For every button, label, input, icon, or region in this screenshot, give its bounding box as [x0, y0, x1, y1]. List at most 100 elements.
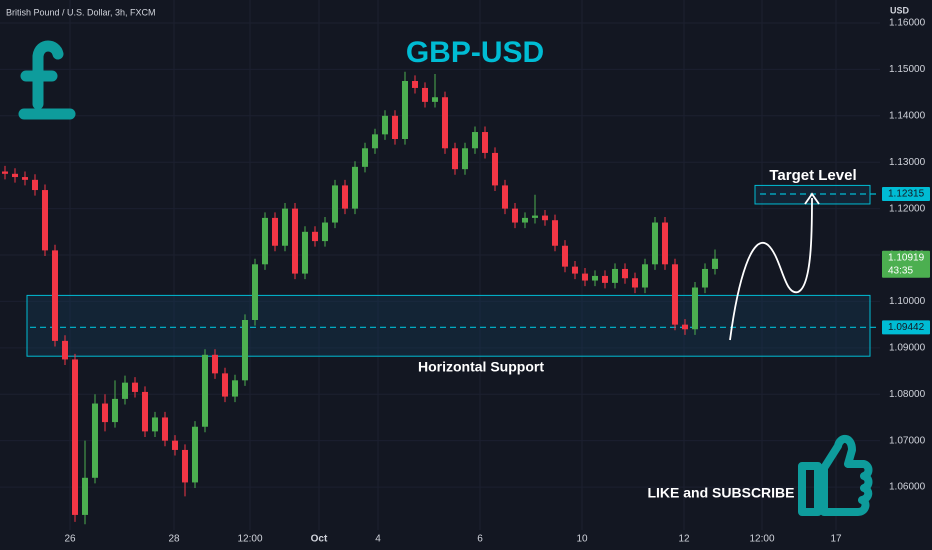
candle-body — [702, 268, 708, 288]
candle-body — [272, 217, 278, 246]
support-label: Horizontal Support — [418, 359, 544, 375]
candle-body — [62, 340, 68, 360]
candle-body — [282, 208, 288, 246]
candle-body — [662, 222, 668, 265]
candle-body — [372, 134, 378, 149]
x-tick-label: 26 — [64, 534, 76, 545]
candle-body — [652, 222, 658, 265]
candle-body — [692, 287, 698, 330]
x-tick-label: 12:00 — [237, 534, 262, 545]
candle-body — [522, 217, 528, 223]
candle-body — [242, 319, 248, 381]
candle-body — [302, 231, 308, 274]
x-tick-label: 10 — [576, 534, 588, 545]
candle-body — [572, 266, 578, 274]
y-tick-label: 1.08000 — [889, 389, 926, 400]
candle-body — [232, 380, 238, 397]
candle-body — [402, 80, 408, 139]
y-tick-label: 1.13000 — [889, 157, 926, 168]
support-level-tag — [882, 320, 930, 335]
candle-body — [412, 80, 418, 88]
candle-body — [482, 132, 488, 153]
candle-body — [312, 231, 318, 242]
candle-body — [672, 264, 678, 325]
candle-body — [592, 275, 598, 281]
cta-label: LIKE and SUBSCRIBE — [647, 485, 794, 501]
candle-body — [382, 115, 388, 135]
candle-body — [492, 152, 498, 186]
candle-body — [112, 398, 118, 423]
candle-body — [562, 245, 568, 267]
candle-body — [442, 97, 448, 149]
candle-body — [432, 97, 438, 102]
candle-body — [642, 264, 648, 288]
candle-body — [202, 354, 208, 427]
candle-body — [322, 222, 328, 242]
chart-title: GBP-USD — [406, 36, 544, 69]
candle-body — [72, 359, 78, 515]
candle-body — [392, 115, 398, 139]
candle-body — [142, 391, 148, 432]
candle-body — [152, 417, 158, 432]
candle-body — [132, 382, 138, 392]
y-tick-label: 1.07000 — [889, 435, 926, 446]
y-tick-label: 1.09000 — [889, 342, 926, 353]
candle-body — [332, 185, 338, 223]
candle-body — [192, 426, 198, 483]
x-tick-label: 6 — [477, 534, 483, 545]
candle-body — [22, 177, 28, 180]
y-tick-label: 1.10000 — [889, 296, 926, 307]
y-tick-label: 1.14000 — [889, 110, 926, 121]
candle-body — [552, 220, 558, 246]
y-tick-label: 1.16000 — [889, 18, 926, 29]
candle-body — [292, 208, 298, 274]
candle-body — [452, 148, 458, 170]
candle-body — [712, 258, 718, 269]
candle-body — [342, 185, 348, 209]
candle-body — [472, 132, 478, 149]
y-tick-label: 1.15000 — [889, 64, 926, 75]
candle-body — [122, 382, 128, 399]
candle-body — [542, 215, 548, 221]
candle-body — [422, 87, 428, 102]
candle-body — [512, 208, 518, 223]
candle-body — [582, 273, 588, 281]
candle-body — [52, 250, 58, 341]
support-level-value: 1.09442 — [888, 322, 925, 333]
candle-body — [362, 148, 368, 167]
candle-body — [162, 417, 168, 441]
pound-icon — [18, 40, 76, 120]
candle-body — [222, 373, 228, 397]
currency: USD — [890, 5, 910, 15]
candle-body — [252, 264, 258, 320]
candle-body — [462, 148, 468, 170]
candle-body — [32, 179, 38, 191]
last-price-value: 1.10919 — [888, 252, 925, 263]
support-zone — [26, 294, 871, 357]
x-tick-label: 12 — [678, 534, 690, 545]
projection-arrow — [804, 192, 820, 205]
candle-body — [92, 403, 98, 478]
candle-body — [612, 268, 618, 283]
y-tick-label: 1.12000 — [889, 203, 926, 214]
last-price-tag — [882, 250, 930, 278]
target-label: Target Level — [769, 167, 856, 184]
projection-curve — [729, 197, 813, 341]
candle-body — [102, 403, 108, 423]
y-tick-label: 1.06000 — [889, 482, 926, 493]
candle-body — [262, 217, 268, 265]
countdown: 43:35 — [888, 265, 913, 276]
candle-body — [182, 449, 188, 483]
x-tick-label: 4 — [375, 534, 381, 545]
candle-body — [2, 171, 8, 174]
candle-body — [602, 275, 608, 283]
candle-body — [352, 166, 358, 209]
x-tick-label: 12:00 — [749, 534, 774, 545]
target-level-value: 1.12315 — [888, 189, 925, 200]
x-tick-label: 17 — [830, 534, 842, 545]
candle-body — [172, 440, 178, 450]
thumbs-up-icon — [798, 435, 873, 516]
candle-body — [682, 324, 688, 330]
